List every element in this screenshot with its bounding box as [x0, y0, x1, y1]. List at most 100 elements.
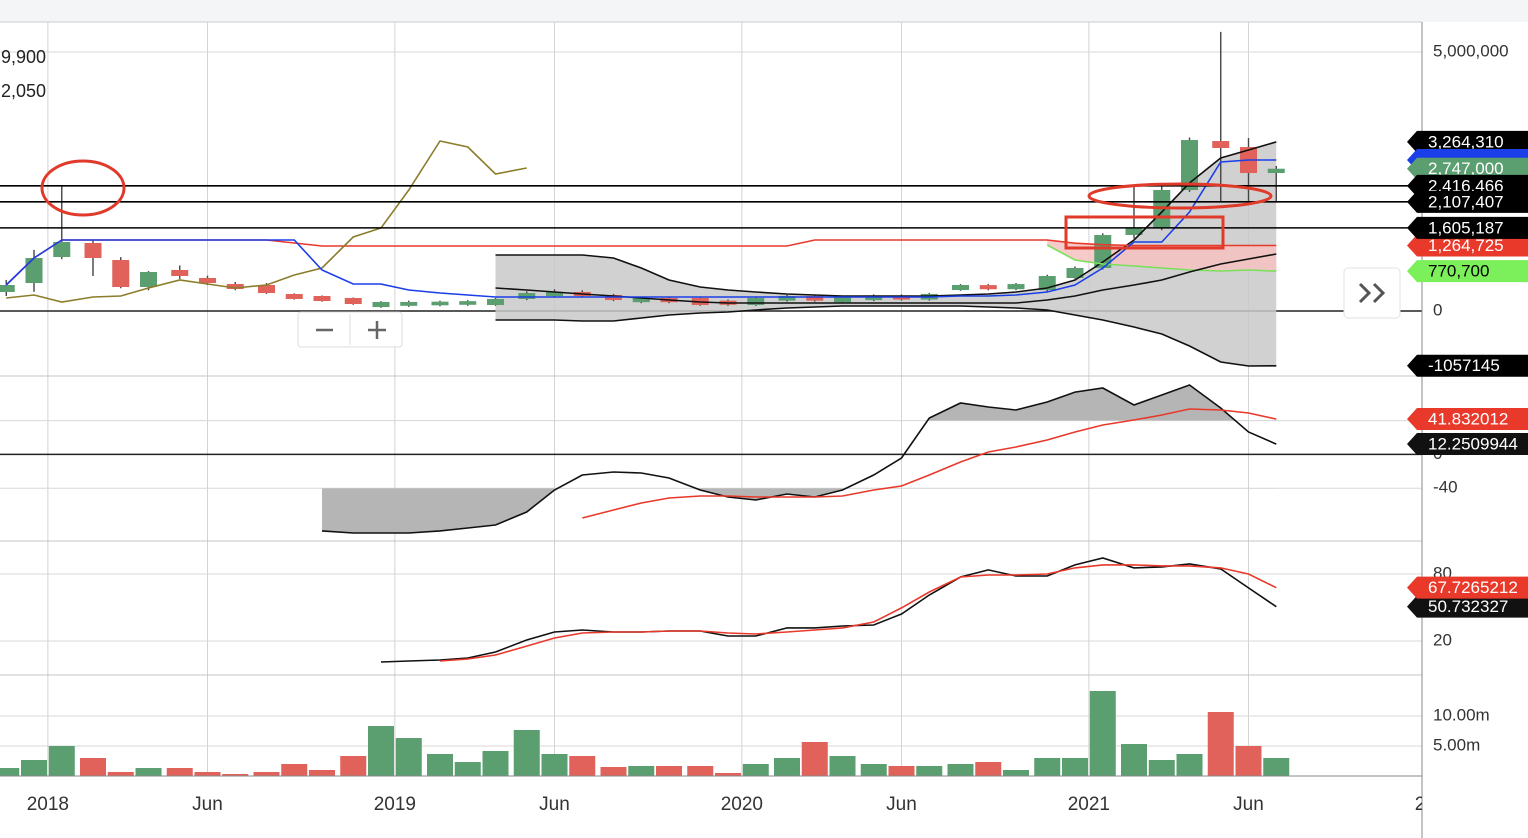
candle-body	[313, 295, 331, 302]
y-tick-label: 5.00m	[1433, 735, 1480, 754]
volume-bar	[1089, 690, 1116, 776]
scroll-right-button[interactable]	[1343, 267, 1401, 319]
volume-bar	[513, 729, 540, 776]
band-fill	[495, 141, 1277, 367]
volume-bar	[340, 756, 367, 776]
badge-shape	[1407, 157, 1528, 180]
candle-body	[546, 291, 564, 296]
y-tick-label: 5,000,000	[1433, 42, 1509, 61]
candle-body	[1007, 284, 1025, 290]
volume-bar	[600, 767, 627, 776]
price-badge: -1057145	[1407, 354, 1528, 377]
threshold-fill	[927, 385, 1236, 421]
series-line	[1046, 244, 1277, 272]
volume-bar	[395, 738, 422, 776]
volume-bar	[742, 764, 769, 776]
candle-body	[487, 298, 505, 305]
volume-bar	[253, 771, 280, 776]
volume-bar	[916, 765, 943, 776]
volume-bar	[1263, 758, 1290, 776]
candle-body	[25, 258, 43, 284]
badge-shape	[1407, 595, 1528, 618]
badge-shape	[1407, 260, 1528, 283]
y-tick-label: -40	[1433, 478, 1458, 497]
badge-shape	[1407, 190, 1528, 213]
badge-shape	[1407, 216, 1528, 239]
annotations	[40, 159, 1273, 250]
badge-label: -1057145	[1428, 356, 1500, 375]
volume-bar	[21, 759, 48, 776]
volume-bar	[1207, 711, 1234, 776]
badge-shape	[1407, 408, 1528, 431]
volume-bar	[569, 756, 596, 776]
candle-body	[979, 285, 997, 290]
candle-body	[459, 301, 477, 305]
candle-body	[1181, 140, 1199, 191]
candle-body	[226, 284, 244, 289]
badge-shape	[1407, 433, 1528, 456]
volume-bar	[0, 768, 20, 776]
volume-bar	[194, 771, 221, 776]
series-line	[6, 140, 527, 303]
badge-shape	[1407, 354, 1528, 377]
volume-bar	[860, 764, 887, 776]
volume-bar	[1034, 758, 1061, 776]
legend-fragment: 2,050	[1, 81, 46, 101]
candle-body	[257, 285, 275, 294]
series-line	[439, 564, 1277, 662]
candle-body	[400, 301, 418, 306]
price-badge: 67.7265212	[1407, 576, 1528, 599]
legend-fragment: 9,900	[1, 47, 46, 67]
volume-bar	[947, 764, 974, 776]
candle-body	[632, 298, 650, 303]
price-badge: 2,107,407	[1407, 190, 1528, 213]
price-badge: 770,700	[1407, 260, 1528, 283]
candle-body	[1212, 141, 1230, 149]
price-badge: 3,264,310	[1407, 130, 1528, 153]
badge-shape	[1407, 576, 1528, 599]
volume-bar	[281, 764, 308, 776]
candle-body	[778, 295, 796, 301]
candle-body	[834, 297, 852, 303]
series-line	[321, 384, 1277, 534]
y-tick-label: 0	[1433, 300, 1442, 319]
toolbar-strip	[0, 0, 1528, 22]
badge-label: 41.832012	[1428, 410, 1508, 429]
series-line	[495, 305, 1277, 367]
candle-body	[372, 301, 390, 308]
x-tick-label: Jun	[192, 794, 223, 815]
price-badge: 50.732327	[1407, 595, 1528, 618]
badge-label: 2,107,407	[1428, 192, 1504, 211]
scroll-button-box[interactable]	[1343, 267, 1401, 319]
price-badge: 12.2509944	[1407, 433, 1528, 456]
volume-bar	[975, 762, 1002, 776]
zoom-out-button[interactable]	[299, 313, 349, 346]
zoom-in-button[interactable]	[351, 313, 401, 346]
badge-label: 1,605,187	[1428, 218, 1504, 237]
volume-bar	[482, 750, 509, 776]
volume-bar	[888, 765, 915, 776]
badge-label: 770,700	[1428, 262, 1489, 281]
badge-label: 1,264,725	[1428, 236, 1504, 255]
candle-body	[518, 293, 536, 299]
series-line	[5, 159, 1277, 298]
volume-bar	[628, 765, 655, 776]
volume-bar	[166, 768, 193, 776]
price-badge: 41.832012	[1407, 408, 1528, 431]
chevron-icon	[1358, 282, 1372, 304]
volume-bar	[801, 741, 828, 776]
y-tick-label: 10.00m	[1433, 705, 1490, 724]
candle-body	[53, 242, 71, 258]
volume-bar	[107, 771, 134, 776]
chevron-icon	[1372, 282, 1386, 304]
x-tick-label: Jun	[886, 794, 917, 815]
badge-label: 2,747,000	[1428, 159, 1504, 178]
volume-bar	[656, 765, 683, 776]
volume-bar	[454, 762, 481, 776]
plot-area	[0, 22, 1422, 776]
volume-bar	[773, 758, 800, 776]
candle-body	[285, 294, 303, 299]
candle-body	[431, 301, 449, 306]
